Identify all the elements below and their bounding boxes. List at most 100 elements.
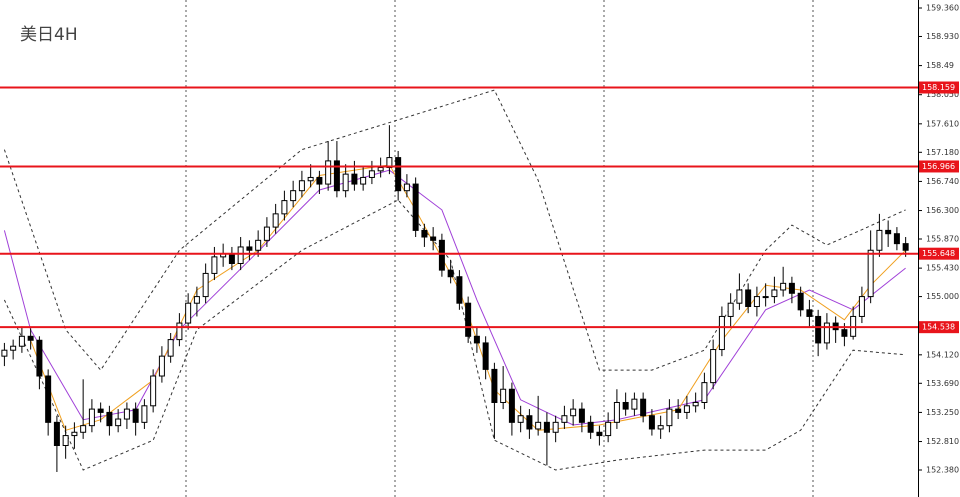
candle-body: [675, 408, 682, 413]
y-tick-label: 155.430: [926, 264, 959, 273]
y-tick-label: 158.050: [926, 90, 959, 99]
candle-body: [596, 431, 603, 437]
candle-body: [360, 176, 367, 185]
level-label-bg: [919, 321, 959, 334]
candle-body: [158, 355, 165, 377]
candle-body: [377, 167, 384, 172]
candle-body: [316, 176, 323, 185]
y-tick-label: 156.740: [926, 177, 959, 186]
candle-body: [27, 335, 34, 341]
y-tick-label: 155.870: [926, 235, 959, 244]
candle-body: [771, 289, 778, 298]
candle-body: [806, 309, 813, 317]
candle-body: [255, 239, 262, 251]
candle-body: [666, 408, 673, 427]
candle-body: [272, 213, 279, 228]
candle-body: [867, 249, 874, 298]
candle-body: [893, 233, 900, 245]
candle-body: [745, 289, 752, 308]
candle-body: [351, 173, 358, 185]
level-label-bg: [919, 81, 959, 94]
candle-body: [701, 382, 708, 403]
candle-body: [613, 401, 620, 423]
candle-body: [797, 292, 804, 311]
candle-body: [535, 421, 542, 430]
y-tick-label: 152.810: [926, 437, 959, 446]
candle-body: [88, 408, 95, 427]
candle-body: [815, 315, 822, 344]
y-tick-label: 158.930: [926, 32, 959, 41]
candle-body: [412, 183, 419, 231]
candle-body: [290, 190, 297, 202]
candle-body: [1, 349, 8, 357]
level-label: 156.966: [922, 162, 955, 171]
candle-body: [718, 315, 725, 351]
candle-body: [876, 229, 883, 251]
y-tick-label: 157.180: [926, 148, 959, 157]
candle-body: [71, 431, 78, 437]
candle-body: [150, 375, 157, 407]
candle-body: [753, 296, 760, 308]
candle-body: [823, 322, 830, 344]
candle-body: [657, 425, 664, 430]
candle-body: [45, 375, 52, 423]
candle-body: [115, 418, 122, 427]
y-tick-label: 153.250: [926, 408, 959, 417]
candle-body: [631, 398, 638, 410]
y-tick-label: 152.380: [926, 465, 959, 474]
candle-body: [736, 289, 743, 304]
candle-body: [395, 157, 402, 192]
candle-body: [526, 415, 533, 430]
candle-body: [727, 302, 734, 317]
candle-body: [473, 335, 480, 344]
candle-body: [342, 173, 349, 192]
y-tick-label: 159.360: [926, 4, 959, 13]
candle-body: [447, 269, 454, 278]
y-tick-label: 157.610: [926, 119, 959, 128]
candle-body: [106, 411, 113, 427]
chart-title: 美日4H: [20, 25, 78, 45]
candle-body: [692, 401, 699, 407]
candle-body: [193, 296, 200, 304]
candle-body: [18, 335, 25, 347]
candle-body: [123, 408, 130, 420]
candle-body: [780, 282, 787, 291]
candle-body: [500, 388, 507, 403]
candle-body: [482, 342, 489, 370]
candle-body: [430, 236, 437, 241]
y-tick-label: 154.120: [926, 350, 959, 359]
candle-body: [858, 296, 865, 317]
candle-body: [167, 339, 174, 357]
candle-body: [517, 415, 524, 423]
candle-body: [508, 388, 515, 423]
level-label-bg: [919, 247, 959, 260]
level-label: 155.648: [922, 249, 955, 258]
candle-body: [307, 176, 314, 182]
y-tick-label: 156.300: [926, 206, 959, 215]
candle-body: [53, 421, 60, 447]
candle-body: [465, 302, 472, 337]
level-label-bg: [919, 160, 959, 173]
y-tick-label: 155.000: [926, 292, 959, 301]
candle-body: [552, 421, 559, 433]
candle-body: [228, 253, 235, 264]
candle-body: [325, 160, 332, 185]
candle-body: [281, 200, 288, 215]
candle-body: [80, 425, 87, 433]
candle-body: [885, 229, 892, 235]
y-tick-label: 153.690: [926, 379, 959, 388]
candle-body: [237, 246, 244, 264]
candle-body: [762, 296, 769, 299]
candle-body: [263, 226, 270, 241]
level-label: 154.538: [922, 323, 955, 332]
candle-body: [141, 405, 148, 423]
candle-body: [132, 408, 139, 423]
candle-body: [438, 239, 445, 271]
candle-body: [841, 329, 848, 337]
candle-body: [10, 345, 17, 351]
candle-body: [456, 276, 463, 304]
candle-body: [587, 421, 594, 433]
candle-body: [185, 302, 192, 324]
